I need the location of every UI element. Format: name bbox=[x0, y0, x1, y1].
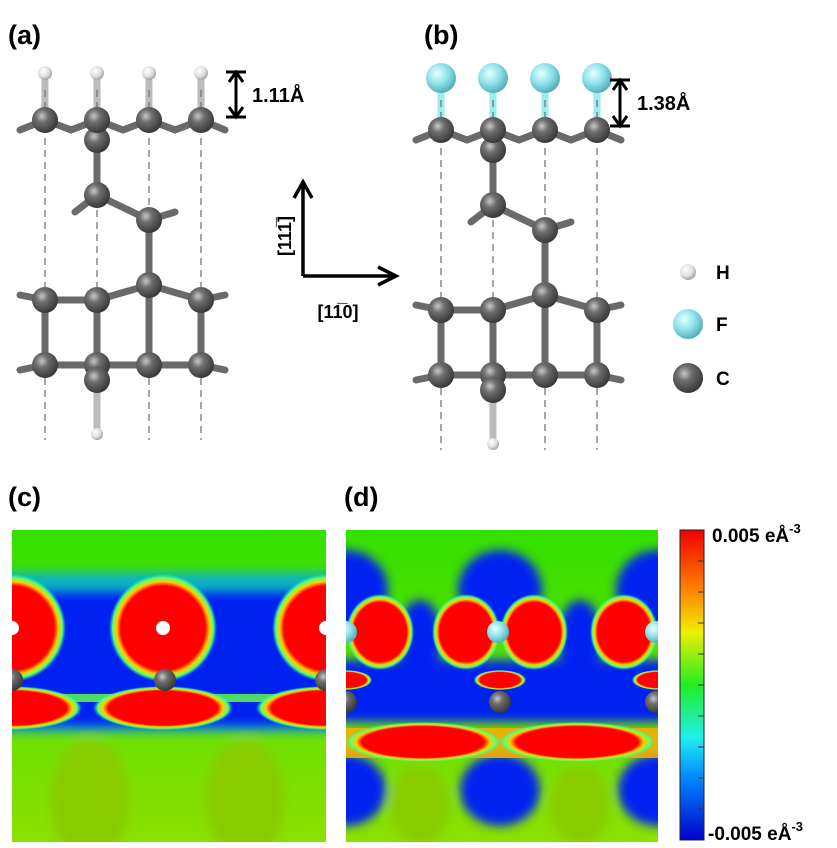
legend-swatch bbox=[673, 363, 703, 393]
colorbar-min: -0.005 eÅ-3 bbox=[708, 819, 803, 845]
positive-region bbox=[93, 686, 233, 730]
carbon-atom bbox=[315, 669, 337, 691]
positive-region bbox=[632, 670, 684, 690]
label-text: 0.005 eÅ bbox=[712, 526, 789, 547]
spacing-arrow bbox=[610, 80, 630, 126]
structure-b: 1.38Å bbox=[416, 63, 690, 450]
axis-label: [111̅] bbox=[275, 216, 295, 256]
hydrogen-atom bbox=[194, 66, 208, 80]
fluorine-atom bbox=[530, 63, 560, 93]
positive-region bbox=[499, 722, 655, 762]
fluorine-atom bbox=[335, 621, 357, 643]
fluorine-atom bbox=[645, 621, 667, 643]
positive-region bbox=[500, 594, 568, 670]
colorbar: 0.005 eÅ-3 -0.005 eÅ-3 bbox=[680, 521, 803, 845]
hydrogen-atom bbox=[319, 621, 333, 635]
hydrogen-atom bbox=[142, 66, 156, 80]
hydrogen-atom bbox=[90, 66, 104, 80]
legend: H F C bbox=[673, 263, 730, 393]
panel-label: (a) bbox=[8, 20, 41, 50]
axis-label: [11̅0] bbox=[317, 302, 358, 322]
panel-label: (b) bbox=[424, 20, 458, 50]
carbon-atom bbox=[645, 691, 667, 713]
spacing-label: 1.38Å bbox=[637, 91, 690, 115]
label-exponent: -3 bbox=[789, 521, 801, 536]
legend-swatch bbox=[673, 309, 703, 339]
label-exponent: -3 bbox=[791, 819, 803, 834]
positive-region bbox=[345, 722, 501, 762]
label-text: -0.005 eÅ bbox=[708, 824, 792, 845]
axis-arrows bbox=[294, 182, 396, 285]
figure: (a) (b) (c) (d) 1.11Å 1.38Å [111̅] [11̅0… bbox=[0, 0, 837, 848]
carbon-atom bbox=[489, 691, 511, 713]
hydrogen-atom bbox=[5, 621, 19, 635]
structure-a: 1.11Å bbox=[20, 66, 304, 440]
panel-label: (d) bbox=[344, 482, 378, 512]
density-map-d bbox=[304, 530, 700, 845]
positive-region bbox=[320, 670, 372, 690]
carbon-atom bbox=[154, 669, 176, 691]
spacing-arrow bbox=[226, 72, 246, 117]
legend-label: H bbox=[716, 263, 730, 284]
colorbar-max: 0.005 eÅ-3 bbox=[712, 521, 801, 547]
fluorine-atom bbox=[426, 63, 456, 93]
carbon-atom bbox=[1, 669, 23, 691]
fluorine-atom bbox=[582, 63, 612, 93]
density-map-c bbox=[0, 530, 396, 848]
hydrogen-atom bbox=[156, 621, 170, 635]
carbon-atom bbox=[335, 691, 357, 713]
fluorine-atom bbox=[478, 63, 508, 93]
skeleton bbox=[416, 100, 621, 450]
hydrogen-atom bbox=[38, 66, 52, 80]
positive-region bbox=[474, 670, 526, 690]
legend-label: F bbox=[716, 315, 728, 336]
skeleton bbox=[20, 90, 225, 440]
legend-swatch bbox=[680, 264, 696, 280]
panel-label: (c) bbox=[8, 482, 41, 512]
spacing-label: 1.11Å bbox=[252, 83, 304, 107]
legend-label: C bbox=[716, 369, 730, 390]
axes-indicator: [111̅] [11̅0] bbox=[275, 182, 396, 322]
fluorine-atom bbox=[487, 621, 509, 643]
